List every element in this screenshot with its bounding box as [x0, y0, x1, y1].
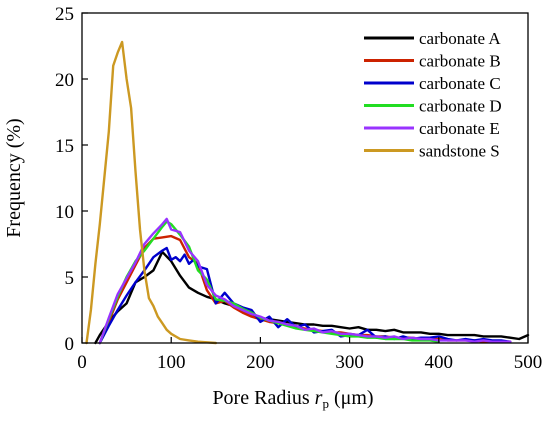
series-line-carbonate-c [98, 246, 512, 345]
x-tick-label: 100 [157, 352, 186, 373]
legend: carbonate A carbonate B carbonate C carbona… [364, 29, 502, 161]
legend-label: carbonate B [419, 52, 501, 71]
x-tick-label: 300 [335, 352, 364, 373]
x-tick-label: 200 [246, 352, 275, 373]
plot-frame [81, 12, 529, 344]
series-layer [85, 40, 530, 345]
legend-label: carbonate C [419, 74, 501, 93]
x-tick-label: 0 [77, 352, 87, 373]
y-tick-label: 20 [55, 70, 74, 91]
legend-label: sandstone S [419, 142, 500, 161]
series-line-carbonate-a [94, 250, 530, 345]
y-axis-title: Frequency (%) [3, 118, 25, 237]
series-line-carbonate-e [98, 217, 512, 345]
x-axis-title-text: Pore Radius [212, 387, 314, 409]
y-tick-label: 15 [55, 136, 74, 157]
y-tick-label: 5 [65, 268, 75, 289]
x-tick-label: 400 [425, 352, 454, 373]
x-axis-title-subscript: p [322, 396, 329, 411]
y-tick-label: 25 [55, 4, 74, 25]
legend-label: carbonate E [419, 119, 500, 138]
y-tick-label: 0 [65, 334, 75, 355]
y-tick-label: 10 [55, 202, 74, 223]
legend-label: carbonate D [419, 97, 502, 116]
x-axis-title-symbol: r [315, 387, 323, 409]
x-axis-title: Pore Radius rp (μm) [212, 387, 373, 411]
x-tick-label: 500 [514, 352, 543, 373]
ticks-layer: 0 100 200 300 400 500 0 5 10 15 20 25 [55, 4, 542, 373]
series-line-carbonate-d [98, 220, 440, 345]
series-line-sandstone-s [85, 40, 218, 345]
x-axis-title-unit: (μm) [329, 387, 374, 409]
legend-label: carbonate A [419, 29, 501, 48]
